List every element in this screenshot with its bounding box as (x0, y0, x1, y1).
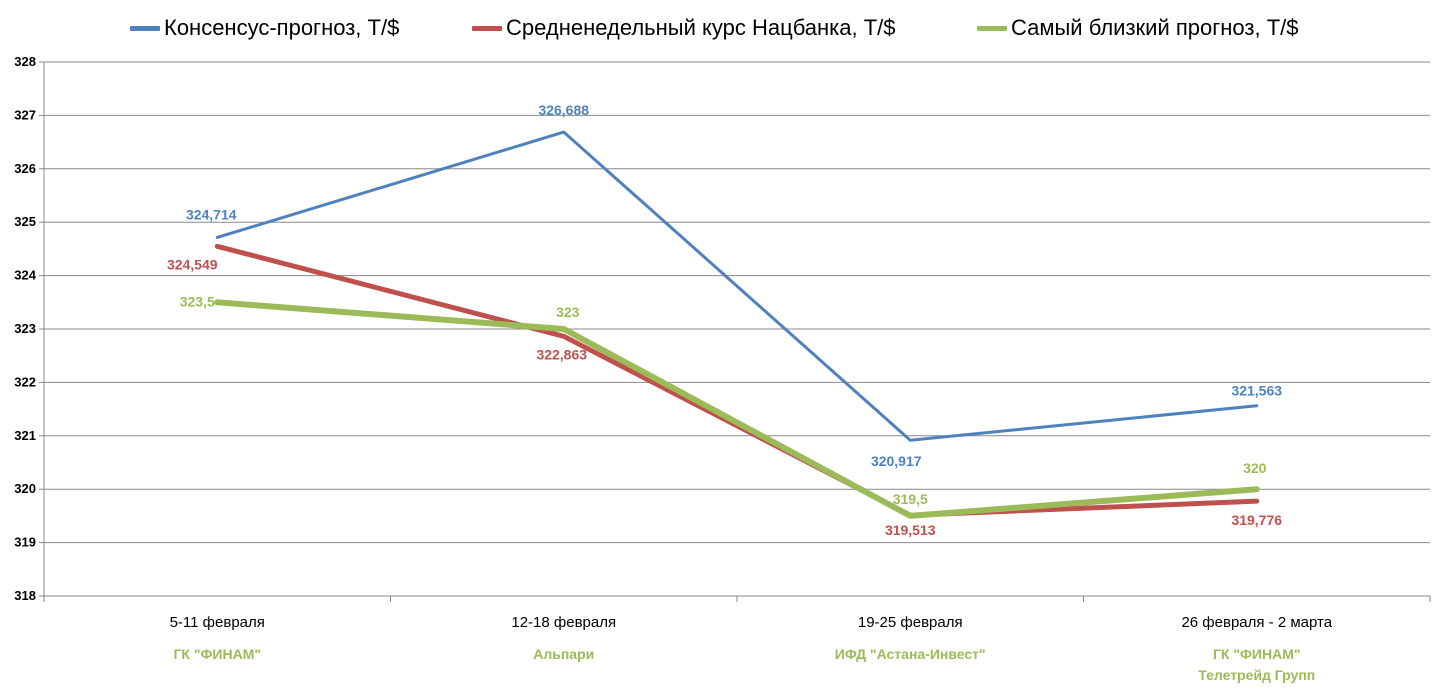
legend-label-nbk-rate: Средненедельный курс Нацбанка, Т/$ (506, 15, 896, 40)
data-label: 319,776 (1231, 512, 1282, 528)
y-tick-label: 325 (14, 214, 36, 229)
legend-item-nbk-rate: Средненедельный курс Нацбанка, Т/$ (472, 10, 896, 46)
y-tick-label: 328 (14, 54, 36, 69)
y-tick-label: 324 (14, 268, 36, 283)
legend-item-consensus: Консенсус-прогноз, Т/$ (130, 10, 399, 46)
data-label: 320,917 (871, 453, 922, 469)
y-tick-label: 321 (14, 428, 36, 443)
data-label: 320 (1243, 460, 1267, 476)
legend-swatch-nbk-rate (472, 25, 502, 31)
x-category-sublabel: ИФД "Астана-Инвест" (835, 646, 986, 662)
data-label: 321,563 (1231, 383, 1282, 399)
legend-label-consensus: Консенсус-прогноз, Т/$ (164, 15, 400, 40)
x-category-label: 5-11 февраля (170, 614, 265, 631)
x-category-label: 19-25 февраля (858, 614, 963, 631)
y-tick-label: 323 (14, 321, 36, 336)
series-line-1 (215, 130, 1259, 442)
data-label: 323,5 (180, 293, 215, 309)
data-label: 323 (556, 304, 580, 320)
data-label: 324,714 (186, 206, 237, 222)
y-tick-label: 319 (14, 535, 36, 550)
chart-legend: Консенсус-прогноз, Т/$ Средненедельный к… (0, 10, 1442, 46)
data-label: 322,863 (536, 346, 587, 362)
legend-swatch-consensus (130, 25, 160, 31)
x-category-sublabel: Телетрейд Групп (1198, 667, 1315, 683)
legend-item-closest: Самый близкий прогноз, Т/$ (977, 10, 1299, 46)
legend-swatch-closest (977, 25, 1007, 31)
legend-label-closest: Самый близкий прогноз, Т/$ (1011, 15, 1299, 40)
y-tick-label: 320 (14, 481, 36, 496)
y-tick-label: 322 (14, 374, 36, 389)
y-tick-label: 326 (14, 161, 36, 176)
x-category-sublabel: ГК "ФИНАМ" (1213, 646, 1301, 662)
x-category-sublabel: Альпари (533, 646, 594, 662)
data-label: 319,5 (893, 491, 928, 507)
y-tick-label: 318 (14, 588, 36, 603)
data-label: 319,513 (885, 522, 936, 538)
y-tick-label: 327 (14, 107, 36, 122)
x-category-label: 12-18 февраля (511, 614, 616, 631)
series-line-3 (214, 299, 1260, 519)
data-label: 324,549 (167, 256, 218, 272)
x-category-sublabel: ГК "ФИНАМ" (173, 646, 261, 662)
data-label: 326,688 (538, 102, 589, 118)
x-category-label: 26 февраля - 2 марта (1181, 614, 1332, 631)
